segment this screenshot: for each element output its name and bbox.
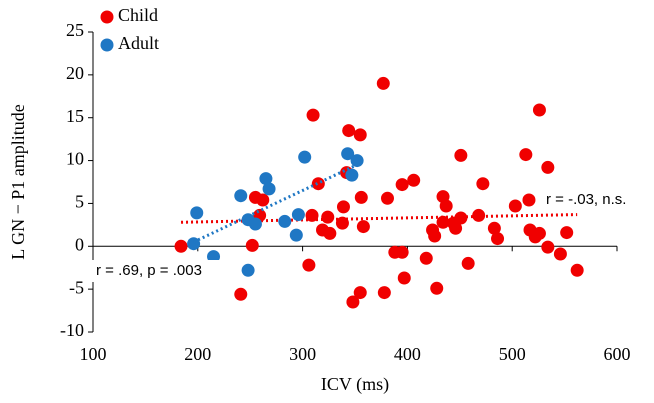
data-point: [234, 189, 248, 203]
data-point: [298, 150, 312, 164]
data-point: [522, 193, 536, 207]
data-point: [353, 286, 367, 300]
x-tick-label: 600: [604, 344, 631, 364]
y-tick-label: -5: [69, 277, 84, 297]
annotation: r = -.03, n.s.: [546, 191, 626, 208]
data-point: [187, 237, 201, 251]
data-point: [353, 128, 367, 142]
data-point: [476, 177, 490, 191]
data-point: [541, 240, 555, 254]
data-point: [454, 148, 468, 162]
data-point: [508, 199, 522, 213]
data-point: [407, 173, 421, 187]
data-point: [472, 208, 486, 222]
legend-marker: [100, 10, 114, 24]
x-tick-label: 400: [394, 344, 421, 364]
legend-label: Child: [118, 5, 158, 25]
x-tick-label: 100: [80, 344, 107, 364]
data-point: [449, 221, 463, 235]
data-point: [190, 206, 204, 220]
data-point: [345, 168, 359, 182]
data-point: [454, 211, 468, 225]
data-point: [380, 191, 394, 205]
data-point: [341, 147, 355, 161]
x-tick-label: 300: [289, 344, 316, 364]
data-point: [570, 263, 584, 277]
data-point: [356, 220, 370, 234]
x-axis-title: ICV (ms): [321, 374, 389, 395]
data-point: [354, 190, 368, 204]
data-point: [395, 245, 409, 259]
y-tick-label: 10: [66, 149, 84, 169]
y-tick-label: -10: [60, 320, 84, 340]
data-point: [541, 160, 555, 174]
annotation-bg: [543, 189, 647, 211]
annotation-bg: [92, 260, 232, 282]
data-point: [248, 217, 262, 231]
data-point: [336, 200, 350, 214]
data-point: [436, 215, 450, 229]
y-tick-label: 5: [75, 192, 84, 212]
y-tick-label: 20: [66, 63, 84, 83]
annotation: r = .69, p = .003: [96, 262, 202, 279]
data-point: [560, 226, 574, 240]
data-point: [245, 238, 259, 252]
data-point: [377, 286, 391, 300]
data-point: [397, 271, 411, 285]
x-tick-label: 200: [184, 344, 211, 364]
data-point: [278, 214, 292, 228]
data-point: [291, 208, 305, 222]
data-point: [376, 76, 390, 90]
data-point: [174, 239, 188, 253]
data-point: [350, 154, 364, 168]
data-point: [553, 247, 567, 261]
data-point: [234, 287, 248, 301]
data-point: [256, 193, 270, 207]
data-point: [461, 256, 475, 270]
data-point: [289, 228, 303, 242]
data-point: [262, 182, 276, 196]
data-point: [439, 199, 453, 213]
data-point: [430, 281, 444, 295]
data-point: [428, 229, 442, 243]
data-point: [302, 258, 316, 272]
data-point: [321, 210, 335, 224]
data-point: [532, 103, 546, 117]
y-axis-title: L GN − P1 amplitude: [8, 104, 28, 259]
data-point: [323, 226, 337, 240]
data-point: [335, 216, 349, 230]
data-point: [259, 172, 273, 186]
data-point: [419, 251, 433, 265]
data-point: [532, 226, 546, 240]
y-tick-label: 25: [66, 20, 84, 40]
data-point: [305, 208, 319, 222]
data-point: [346, 295, 360, 309]
y-tick-label: 15: [66, 106, 84, 126]
y-tick-label: 0: [75, 234, 84, 254]
data-point: [519, 148, 533, 162]
data-point: [395, 178, 409, 192]
x-tick-label: 500: [499, 344, 526, 364]
data-point: [241, 263, 255, 277]
data-point: [306, 108, 320, 122]
data-point: [487, 221, 501, 235]
data-point: [342, 124, 356, 138]
data-point: [311, 177, 325, 191]
legend-label: Adult: [118, 33, 159, 53]
legend-marker: [100, 38, 114, 52]
data-point: [491, 232, 505, 246]
data-point: [207, 250, 221, 264]
